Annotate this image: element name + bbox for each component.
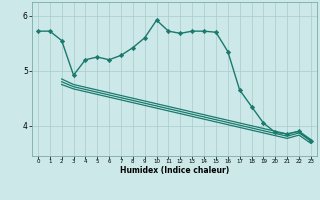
X-axis label: Humidex (Indice chaleur): Humidex (Indice chaleur) bbox=[120, 166, 229, 175]
